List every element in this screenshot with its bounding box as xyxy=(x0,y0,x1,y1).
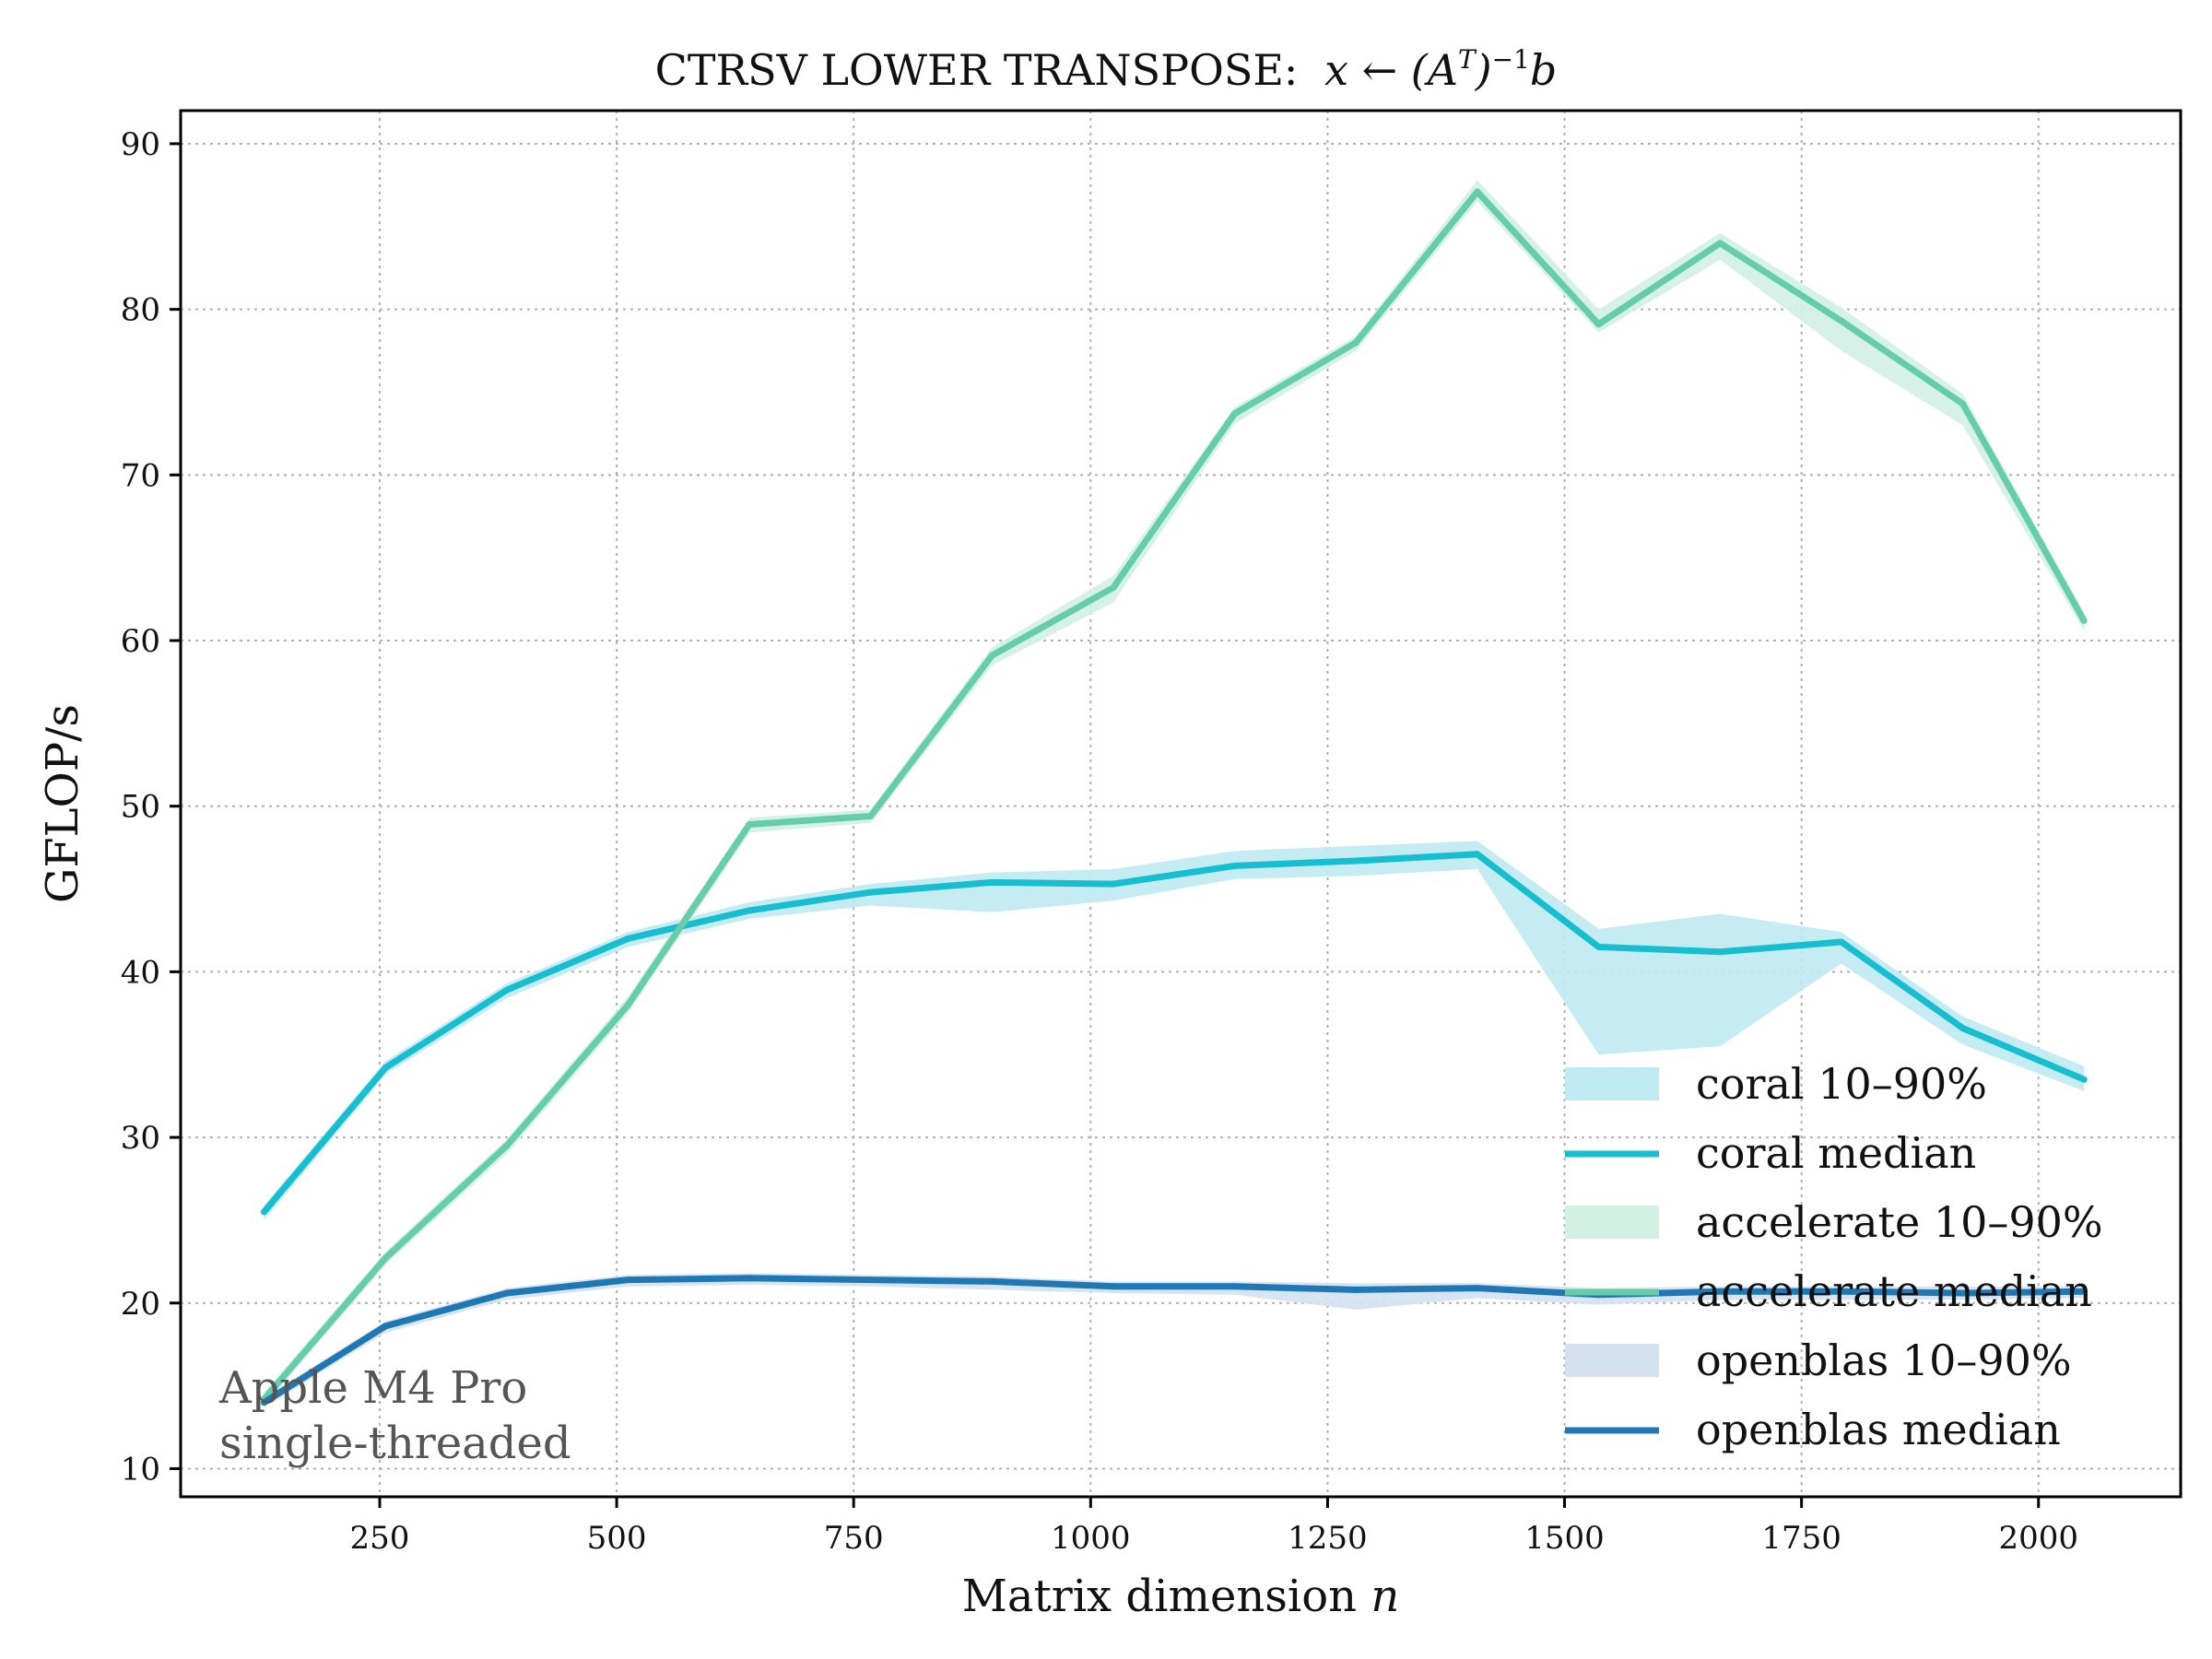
coral-point-1280 xyxy=(1352,857,1359,865)
coral-point-640 xyxy=(746,907,753,914)
openblas-band xyxy=(264,1273,2085,1407)
percentile-bands xyxy=(264,180,2085,1407)
openblas-point-384 xyxy=(503,1289,511,1297)
openblas-point-256 xyxy=(382,1323,389,1330)
legend-swatch-accelerate-band xyxy=(1565,1206,1659,1239)
legend-swatch-coral-band xyxy=(1565,1067,1659,1100)
accelerate-point-512 xyxy=(624,1001,631,1008)
openblas-point-896 xyxy=(988,1277,995,1285)
accelerate-point-1408 xyxy=(1474,188,1481,195)
axis-ticks: 250 500 750 1000 1250 1500 1750 2000 10 20 30 40 50 6… xyxy=(121,126,2078,1557)
accelerate-point-1152 xyxy=(1231,410,1239,418)
y-tick-label-20: 20 xyxy=(121,1286,160,1323)
legend-label-coral-median: coral median xyxy=(1696,1128,1976,1178)
x-tick-label-1500: 1500 xyxy=(1524,1520,1605,1557)
y-tick-label-60: 60 xyxy=(121,623,160,660)
accelerate-point-896 xyxy=(988,652,995,659)
x-tick-label-1250: 1250 xyxy=(1288,1520,1368,1557)
x-axis-label: Matrix dimension n xyxy=(962,1571,1400,1622)
coral-point-1536 xyxy=(1595,943,1602,950)
plot-frame xyxy=(179,109,2183,1499)
chart-title: CTRSV LOWER TRANSPOSE: x ← (AT)−1b xyxy=(655,44,1558,95)
coral-point-1792 xyxy=(1838,938,1845,946)
coral-band xyxy=(264,841,2085,1220)
coral-point-1152 xyxy=(1231,862,1239,869)
openblas-median-line xyxy=(261,1275,2088,1406)
y-tick-label-30: 30 xyxy=(121,1120,160,1157)
y-tick-label-50: 50 xyxy=(121,789,160,826)
coral-point-1024 xyxy=(1110,880,1117,888)
coral-point-384 xyxy=(503,986,511,994)
openblas-point-1664 xyxy=(1716,1288,1724,1295)
coral-point-1408 xyxy=(1474,851,1481,858)
openblas-point-2048 xyxy=(2080,1288,2088,1295)
accelerate-point-768 xyxy=(867,813,875,819)
legend-label-accelerate-band: accelerate 10–90% xyxy=(1696,1197,2103,1247)
accelerate-point-1920 xyxy=(1959,400,1966,407)
annotation-line-2: single-threaded xyxy=(219,1418,571,1469)
accelerate-point-384 xyxy=(503,1142,511,1149)
median-lines xyxy=(261,188,2088,1406)
openblas-point-128 xyxy=(261,1399,267,1406)
accelerate-point-2048 xyxy=(2080,617,2088,624)
legend-swatch-openblas-band xyxy=(1565,1344,1659,1377)
coral-point-256 xyxy=(382,1065,389,1072)
coral-point-128 xyxy=(261,1208,267,1216)
y-tick-label-90: 90 xyxy=(121,126,160,163)
coral-point-1920 xyxy=(1959,1025,1966,1031)
x-tick-label-500: 500 xyxy=(587,1520,647,1557)
legend-label-openblas-median: openblas median xyxy=(1696,1405,2061,1454)
accelerate-point-1792 xyxy=(1838,317,1845,324)
x-tick-label-1000: 1000 xyxy=(1051,1520,1131,1557)
annotation-line-1: Apple M4 Pro xyxy=(218,1362,527,1414)
y-tick-label-10: 10 xyxy=(121,1451,160,1488)
y-axis-label: GFLOP/s xyxy=(37,704,88,903)
accelerate-point-1024 xyxy=(1110,584,1117,591)
y-tick-label-40: 40 xyxy=(121,954,160,991)
legend-label-openblas-band: openblas 10–90% xyxy=(1696,1335,2072,1385)
accelerate-point-640 xyxy=(746,821,753,828)
coral-point-768 xyxy=(867,888,875,896)
y-tick-label-70: 70 xyxy=(121,457,160,494)
openblas-point-1792 xyxy=(1838,1288,1845,1295)
legend: coral 10–90% coral median accelerate 10–… xyxy=(1565,1059,2103,1454)
accelerate-point-1280 xyxy=(1352,339,1359,347)
grid xyxy=(181,111,2181,1497)
openblas-point-768 xyxy=(867,1277,875,1284)
accelerate-point-1536 xyxy=(1595,321,1602,328)
openblas-point-1280 xyxy=(1352,1286,1359,1293)
accelerate-point-256 xyxy=(382,1254,389,1262)
coral-median-line xyxy=(261,851,2088,1216)
coral-point-896 xyxy=(988,878,995,886)
accelerate-point-1664 xyxy=(1716,240,1724,247)
legend-label-coral-band: coral 10–90% xyxy=(1696,1059,1987,1109)
x-tick-label-750: 750 xyxy=(824,1520,884,1557)
openblas-point-1024 xyxy=(1110,1283,1117,1290)
coral-point-512 xyxy=(624,935,631,942)
openblas-point-640 xyxy=(746,1275,753,1282)
x-tick-label-2000: 2000 xyxy=(1998,1520,2078,1557)
x-tick-label-250: 250 xyxy=(350,1520,410,1557)
coral-point-2048 xyxy=(2080,1076,2088,1083)
openblas-point-512 xyxy=(624,1277,631,1284)
openblas-point-1152 xyxy=(1231,1283,1239,1290)
openblas-point-1920 xyxy=(1959,1289,1966,1297)
accelerate-median-line xyxy=(261,188,2088,1403)
openblas-point-1408 xyxy=(1474,1285,1481,1292)
legend-label-accelerate-median: accelerate median xyxy=(1696,1266,2092,1316)
coral-point-1664 xyxy=(1716,948,1724,956)
x-tick-label-1750: 1750 xyxy=(1761,1520,1841,1557)
y-tick-label-80: 80 xyxy=(121,292,160,329)
